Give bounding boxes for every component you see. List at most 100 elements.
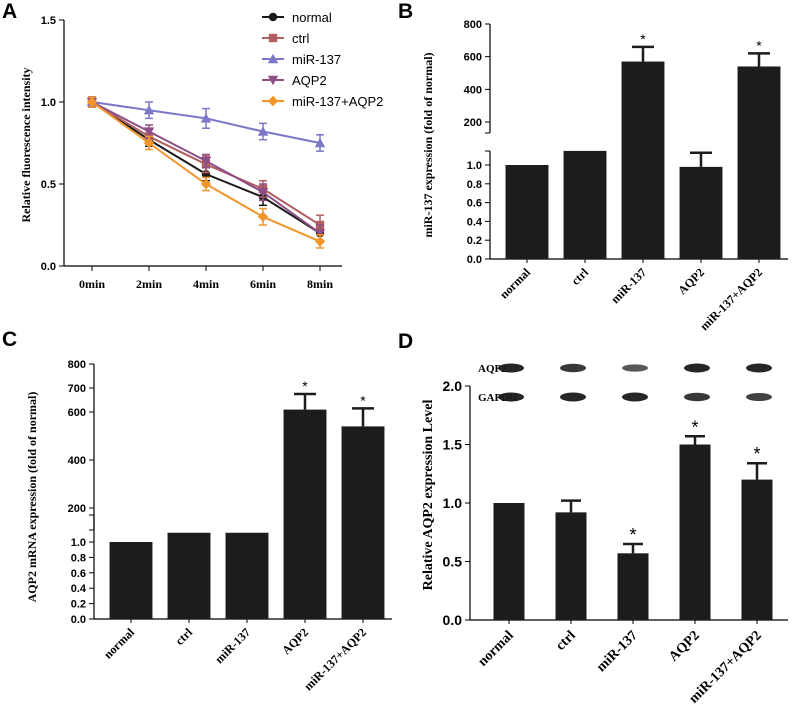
panel-c-ytick-label: 800 [68, 359, 86, 371]
panel-b-ytick-label: 0.6 [467, 198, 482, 210]
panel-c-bar [225, 532, 269, 619]
legend-entry-1: ctrl [292, 31, 309, 46]
panel-c-bar [283, 409, 327, 619]
panel-label-c: C [2, 328, 17, 351]
legend-entry-3: AQP2 [292, 73, 327, 88]
panel-d-bar [493, 503, 525, 620]
legend-marker [267, 53, 279, 64]
panel-a-point [314, 137, 326, 148]
legend-entry-0: normal [292, 10, 332, 25]
panel-b-category-label: ctrl [569, 265, 592, 288]
panel-d-bar-chart: Relative AQP2 expression Level AQP2GAPDH… [421, 363, 788, 707]
legend-entry-2: miR-137 [292, 52, 341, 67]
blot-band [684, 363, 710, 373]
panel-c-significance-star: * [360, 392, 366, 408]
blot-band [622, 364, 648, 372]
blot-band [746, 363, 772, 373]
panel-a-point [143, 127, 155, 137]
panel-c-bar [341, 426, 385, 619]
panel-b-bar [621, 61, 665, 259]
legend-marker [267, 95, 279, 107]
panel-a-ytick-label: 0.0 [41, 261, 56, 273]
panel-d-bar [679, 444, 711, 620]
panel-a-ylabel: Relative fluorescence intensity [19, 67, 33, 222]
panel-c-bar [167, 532, 211, 619]
panel-c-ytick-label: 0.2 [71, 599, 86, 611]
panel-a-point [143, 137, 155, 149]
panel-d-category-label: normal [475, 628, 516, 669]
panel-a-point [257, 211, 269, 222]
panel-d-ytick-label: 0.0 [443, 612, 463, 628]
panel-c-category-label: miR-137 [212, 625, 253, 666]
panel-b-ylabel: miR-137 expression (fold of normal) [421, 52, 435, 237]
blot-band [622, 392, 648, 402]
blot-band [746, 392, 772, 402]
panel-d-ytick-label: 2.0 [443, 378, 463, 394]
panel-a-ytick-label: 1.0 [41, 97, 56, 109]
panel-b-bar [737, 66, 781, 259]
panel-b-bar [679, 166, 723, 259]
panel-a-legend: normal ctrl miR-137 AQP2 miR-137+AQP2 [262, 10, 383, 109]
panel-b-significance-star: * [640, 31, 646, 47]
panel-a-axes: 0.0 0.5 1.0 1.5 0min 2min 4min 6min 8min [41, 15, 342, 291]
blot-band [498, 392, 524, 402]
panel-a-ytick-label: 0.5 [41, 179, 56, 191]
legend-marker [268, 33, 278, 43]
panel-b-ytick-label: 600 [464, 52, 482, 64]
panel-b-category-label: miR-137 [608, 265, 649, 306]
panel-a-xtick-label: 8min [307, 277, 333, 291]
panel-c-category-label: normal [101, 625, 138, 662]
panel-d-ytick-label: 1.5 [443, 437, 463, 453]
panel-a-line-chart: Relative fluorescence intensity 0.0 0.5 1.… [19, 10, 383, 291]
panel-c-category-label: ctrl [173, 625, 196, 648]
panel-d-significance-star: * [629, 525, 636, 545]
panel-d-bar [555, 512, 587, 620]
panel-a-point [86, 96, 98, 108]
panel-b-ytick-label: 0.2 [467, 235, 482, 247]
panel-d-ylabel: Relative AQP2 expression Level [421, 400, 436, 591]
panel-b-category-label: AQP2 [675, 265, 707, 297]
panel-a-point [200, 178, 212, 190]
panel-c-ylabel: AQP2 mRNA expression (fold of normal) [25, 392, 39, 603]
panel-a-point [257, 188, 269, 198]
panel-d-category-label: AQP2 [666, 628, 702, 664]
panel-label-a: A [2, 0, 17, 23]
panel-d-ytick-label: 1.0 [443, 495, 463, 511]
panel-b-plot: 0.0 0.2 0.4 0.6 0.8 1.0 200 400 600 800 normal ctrl… [464, 19, 788, 333]
panel-c-ytick-label: 1.0 [71, 537, 86, 549]
legend-marker [267, 75, 279, 86]
panel-c-ytick-label: 200 [68, 503, 86, 515]
panel-c-bar [109, 542, 153, 619]
panel-b-ytick-label: 200 [464, 117, 482, 129]
panel-d-category-label: miR-137 [594, 628, 641, 675]
blot-band [560, 363, 586, 373]
panel-b-bar [505, 165, 549, 259]
panel-a-point [257, 126, 269, 136]
panel-b-ytick-label: 1.0 [467, 160, 482, 172]
blot-band [684, 392, 710, 402]
panel-c-ytick-label: 0.0 [71, 614, 86, 626]
panel-a-point [143, 105, 155, 115]
panel-a-xtick-label: 6min [250, 277, 276, 291]
panel-d-bar [617, 553, 649, 620]
panel-c-significance-star: * [302, 378, 308, 394]
panel-b-category-label: miR-137+AQP2 [697, 265, 765, 333]
panel-d-bar [741, 479, 773, 620]
panel-c-category-label: miR-137+AQP2 [301, 625, 369, 693]
panel-b-ytick-label: 800 [464, 19, 482, 31]
panel-b-ytick-label: 0.0 [467, 254, 482, 266]
legend-marker [268, 12, 278, 22]
panel-d-significance-star: * [753, 444, 760, 464]
panel-a-xtick-label: 4min [193, 277, 219, 291]
panel-a-point [314, 236, 326, 247]
panel-b-bar [563, 150, 607, 259]
panel-c-ytick-label: 0.4 [71, 583, 87, 595]
panel-c-ytick-label: 400 [68, 455, 86, 467]
panel-c-ytick-label: 700 [68, 383, 86, 395]
panel-b-category-label: normal [497, 265, 534, 302]
panel-d-significance-star: * [691, 417, 698, 437]
panel-label-d: D [398, 330, 413, 353]
panel-c-ytick-label: 0.6 [71, 568, 86, 580]
panel-d-ytick-label: 0.5 [443, 554, 463, 570]
